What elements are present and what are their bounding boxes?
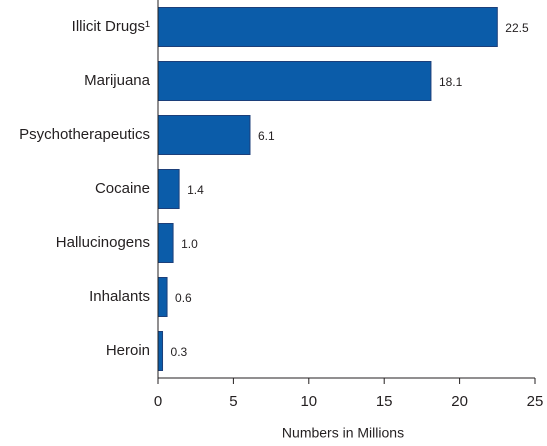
value-label: 22.5 bbox=[505, 21, 529, 35]
bar bbox=[157, 115, 251, 155]
category-label: Cocaine bbox=[95, 180, 150, 197]
bar bbox=[157, 7, 498, 47]
x-axis-label: Numbers in Millions bbox=[282, 425, 404, 441]
bar bbox=[157, 169, 180, 209]
x-tick-label: 20 bbox=[451, 393, 468, 410]
x-tick-label: 25 bbox=[527, 393, 544, 410]
value-label: 6.1 bbox=[258, 129, 275, 143]
value-label: 1.0 bbox=[181, 237, 198, 251]
x-tick-label: 5 bbox=[229, 393, 237, 410]
value-label: 18.1 bbox=[439, 75, 463, 89]
value-label: 0.3 bbox=[171, 345, 188, 359]
bar bbox=[157, 331, 164, 371]
value-label: 1.4 bbox=[187, 183, 204, 197]
x-tick-label: 15 bbox=[376, 393, 393, 410]
bar bbox=[157, 277, 168, 317]
category-label: Hallucinogens bbox=[56, 234, 150, 251]
category-label: Heroin bbox=[106, 342, 150, 359]
x-tick-label: 0 bbox=[154, 393, 162, 410]
x-tick-label: 10 bbox=[300, 393, 317, 410]
category-label: Marijuana bbox=[84, 72, 151, 89]
category-label: Inhalants bbox=[89, 288, 150, 305]
value-label: 0.6 bbox=[175, 291, 192, 305]
bar bbox=[157, 61, 432, 101]
bar bbox=[157, 223, 174, 263]
category-label: Illicit Drugs¹ bbox=[72, 18, 150, 35]
category-label: Psychotherapeutics bbox=[19, 126, 150, 143]
